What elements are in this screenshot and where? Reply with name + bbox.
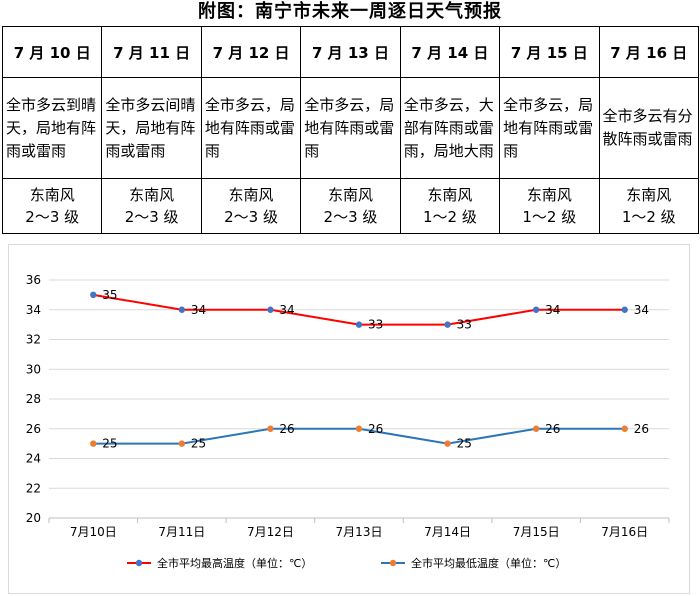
data-label: 26 — [368, 422, 383, 436]
wind-cell: 东南风 1～2 级 — [499, 178, 600, 234]
data-label: 35 — [102, 288, 117, 302]
x-tick-label: 7月16日 — [601, 525, 648, 539]
data-point — [90, 291, 97, 299]
data-point — [621, 306, 628, 313]
x-tick-label: 7月11日 — [158, 525, 205, 539]
x-tick-label: 7月13日 — [336, 525, 383, 539]
data-point — [267, 306, 274, 313]
wind-level: 2～3 级 — [25, 208, 80, 226]
wind-level: 2～3 级 — [124, 208, 179, 226]
y-tick-label: 26 — [26, 422, 41, 436]
temperature-chart: 20 22 24 26 28 30 32 34 36 7月10日 7月11日 7月12日 7月13日 7月… — [8, 244, 690, 594]
wind-cell: 东南风 1～2 级 — [399, 178, 501, 234]
date-cell: 7 月 14 日 — [399, 26, 501, 78]
wind-direction: 东南风 — [427, 186, 473, 204]
data-point — [355, 425, 363, 432]
data-point — [178, 440, 186, 447]
wind-level: 1～2 级 — [422, 208, 477, 226]
weather-text: 全市多云到晴天，局地有阵雨或雷雨 — [6, 95, 97, 160]
date-row: 7 月 10 日 7 月 11 日 7 月 12 日 7 月 13 日 7 月 … — [1, 26, 700, 78]
legend-label: 全市平均最高温度（单位：℃） — [157, 556, 312, 570]
y-tick-label: 36 — [26, 273, 41, 287]
data-label: 26 — [545, 422, 560, 436]
wind-level: 2～3 级 — [323, 208, 378, 226]
wind-level: 2～3 级 — [224, 208, 278, 226]
data-label: 25 — [102, 437, 117, 451]
wind-direction: 东南风 — [526, 186, 572, 204]
wind-cell: 东南风 1～2 级 — [598, 178, 700, 234]
weather-text: 全市多云，局地有阵雨或雷雨 — [204, 95, 295, 160]
data-label: 34 — [545, 303, 560, 317]
forecast-table: 7 月 10 日 7 月 11 日 7 月 12 日 7 月 13 日 7 月 … — [1, 26, 700, 234]
x-tick-label: 7月15日 — [513, 525, 560, 539]
y-tick-label: 20 — [26, 511, 41, 525]
data-label: 34 — [279, 303, 294, 317]
y-tick-label: 30 — [26, 362, 41, 376]
x-tick-label: 7月14日 — [424, 525, 471, 539]
weather-cell: 全市多云间晴天，局地有阵雨或雷雨 — [101, 77, 202, 179]
data-label: 33 — [457, 318, 472, 332]
wind-level: 1～2 级 — [621, 208, 676, 226]
weather-cell: 全市多云，局地有阵雨或雷雨 — [499, 77, 600, 179]
data-label: 25 — [457, 437, 472, 451]
weather-text: 全市多云，局地有阵雨或雷雨 — [503, 95, 594, 160]
data-point — [355, 321, 363, 328]
weather-text: 全市多云间晴天，局地有阵雨或雷雨 — [105, 95, 196, 160]
wind-cell: 东南风 2～3 级 — [300, 178, 401, 234]
data-point — [267, 425, 274, 432]
data-label: 34 — [634, 303, 649, 317]
x-tick-label: 7月12日 — [247, 525, 294, 539]
temperature-chart-svg: 20 22 24 26 28 30 32 34 36 7月10日 7月11日 7月12日 7月13日 7月… — [26, 273, 670, 570]
weather-text: 全市多云，局地有阵雨或雷雨 — [304, 95, 395, 160]
wind-direction: 东南风 — [129, 186, 175, 204]
data-point — [532, 306, 540, 313]
wind-level: 1～2 级 — [522, 208, 577, 226]
page-title: 附图：南宁市未来一周逐日天气预报 — [198, 1, 502, 22]
data-label: 26 — [634, 422, 649, 436]
wind-direction: 东南风 — [29, 186, 75, 204]
date-cell: 7 月 13 日 — [300, 26, 401, 78]
wind-direction: 东南风 — [626, 186, 672, 204]
y-tick-label: 28 — [26, 392, 41, 406]
data-label: 33 — [368, 318, 383, 332]
weather-text: 全市多云有分散阵雨或雷雨 — [602, 107, 693, 148]
weather-cell: 全市多云有分散阵雨或雷雨 — [598, 77, 700, 179]
data-label: 34 — [191, 303, 206, 317]
weather-cell: 全市多云到晴天，局地有阵雨或雷雨 — [1, 77, 103, 179]
data-point — [444, 321, 451, 328]
date-cell: 7 月 12 日 — [200, 26, 302, 78]
weather-text: 全市多云，大部有阵雨或雷雨，局地大雨 — [403, 95, 494, 160]
wind-cell: 东南风 2～3 级 — [101, 178, 202, 234]
date-cell: 7 月 11 日 — [101, 26, 202, 78]
wind-cell: 东南风 2～3 级 — [1, 178, 103, 234]
data-point — [178, 306, 186, 313]
y-tick-label: 24 — [26, 452, 41, 466]
data-point — [444, 440, 451, 447]
x-tick-label: 7月10日 — [70, 525, 117, 539]
y-tick-label: 34 — [26, 303, 41, 317]
legend-label: 全市平均最低温度（单位：℃） — [411, 556, 566, 570]
weather-cell: 全市多云，局地有阵雨或雷雨 — [200, 77, 302, 179]
data-point — [90, 440, 97, 447]
wind-direction: 东南风 — [327, 186, 373, 204]
y-tick-label: 32 — [26, 333, 41, 347]
weather-cell: 全市多云，大部有阵雨或雷雨，局地大雨 — [399, 77, 501, 179]
weather-row: 全市多云到晴天，局地有阵雨或雷雨 全市多云间晴天，局地有阵雨或雷雨 全市多云，局… — [1, 77, 700, 179]
wind-direction: 东南风 — [228, 186, 274, 204]
legend-marker — [389, 559, 397, 567]
data-label: 26 — [279, 422, 294, 436]
data-label: 25 — [191, 437, 206, 451]
wind-cell: 东南风 2～3 级 — [200, 178, 302, 234]
legend-marker — [135, 559, 143, 567]
y-tick-label: 22 — [26, 481, 41, 495]
weather-cell: 全市多云，局地有阵雨或雷雨 — [300, 77, 401, 179]
date-cell: 7 月 10 日 — [1, 26, 103, 78]
data-point — [532, 425, 540, 432]
wind-row: 东南风 2～3 级 东南风 2～3 级 东南风 2～3 级 东南风 2～3 级 东南风 1… — [1, 178, 700, 234]
date-cell: 7 月 15 日 — [499, 26, 600, 78]
data-point — [621, 425, 628, 432]
date-cell: 7 月 16 日 — [598, 26, 700, 78]
